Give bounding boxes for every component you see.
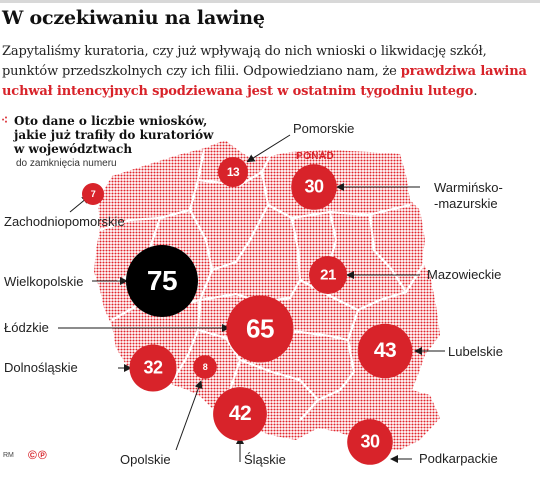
label-pomorskie: Pomorskie <box>293 121 355 136</box>
label-lubelskie: Lubelskie <box>448 344 503 359</box>
bubble-value-podkarpackie: 30 <box>360 431 380 452</box>
bubble-value-lubelskie: 43 <box>373 339 397 362</box>
bubble-value-zachodniopomorskie: 7 <box>90 189 96 199</box>
bubble-value-wielkopolskie: 75 <box>146 265 178 296</box>
legend-marker-icon: ⁖ <box>1 113 9 127</box>
label-podkarpackie: Podkarpackie <box>419 451 498 466</box>
bubble-value-dolnoslaskie: 32 <box>143 357 163 378</box>
legend-subtitle: do zamknięcia numeru <box>16 158 117 169</box>
bubble-podkarpackie <box>347 419 393 465</box>
label-warminsko-1: Warmińsko- <box>434 180 503 195</box>
top-rule <box>0 0 540 3</box>
bubble-value-lodzkie: 65 <box>246 313 274 344</box>
label-opolskie: Opolskie <box>120 452 171 467</box>
leader-pomorskie <box>246 134 291 163</box>
label-mazowieckie: Mazowieckie <box>427 267 502 282</box>
legend-heading: Oto dane o liczbie wniosków, jakie już t… <box>14 114 213 156</box>
bubble-lodzkie <box>226 295 294 363</box>
ponad-label: PONAD <box>296 151 335 162</box>
intro-highlight: prawdziwa lawina uchwał intencyjnych spo… <box>2 64 527 99</box>
label-warminsko-2: -mazurskie <box>434 196 498 211</box>
label-dolnoslaskie: Dolnośląskie <box>4 360 78 375</box>
credit-rm: RM <box>3 452 14 459</box>
bubble-opolskie <box>193 355 217 379</box>
label-slaskie: Śląskie <box>244 452 286 467</box>
bubble-warminsko <box>291 164 337 210</box>
intro-paragraph: Zapytaliśmy kuratoria, czy już wpływają … <box>2 42 538 102</box>
label-wielkopolskie: Wielkopolskie <box>4 274 84 289</box>
bubble-dolnoslaskie <box>129 344 177 392</box>
label-zachodniopomorskie: Zachodniopomorskie <box>4 214 125 229</box>
leader-opolskie <box>175 380 203 451</box>
legend-line-2: jakie już trafiły do kuratoriów <box>14 128 214 142</box>
bubble-value-slaskie: 42 <box>228 402 252 425</box>
bubble-value-warminsko: 30 <box>304 176 324 197</box>
bubble-value-pomorskie: 13 <box>226 165 240 179</box>
intro-end: . <box>473 84 478 99</box>
bubble-slaskie <box>213 387 267 441</box>
credit-copyright-icons: ©℗ <box>28 448 48 462</box>
bubble-value-opolskie: 8 <box>202 362 208 372</box>
intro-text: Zapytaliśmy kuratoria, czy już wpływają … <box>2 44 487 79</box>
bubble-lubelskie <box>357 323 413 379</box>
bubble-zachodniopomorskie <box>82 183 104 205</box>
page-title: W oczekiwaniu na lawinę <box>2 7 265 29</box>
bubble-value-mazowieckie: 21 <box>320 266 336 284</box>
label-lodzkie: Łódzkie <box>4 320 49 335</box>
bubble-pomorskie <box>218 157 248 187</box>
legend-line-3: w województwach <box>14 142 133 156</box>
bubbles <box>82 157 413 465</box>
bubble-mazowieckie <box>309 256 347 294</box>
leader-lines <box>58 134 445 463</box>
bubble-wielkopolskie <box>126 245 198 317</box>
legend-line-1: Oto dane o liczbie wniosków, <box>14 114 208 128</box>
